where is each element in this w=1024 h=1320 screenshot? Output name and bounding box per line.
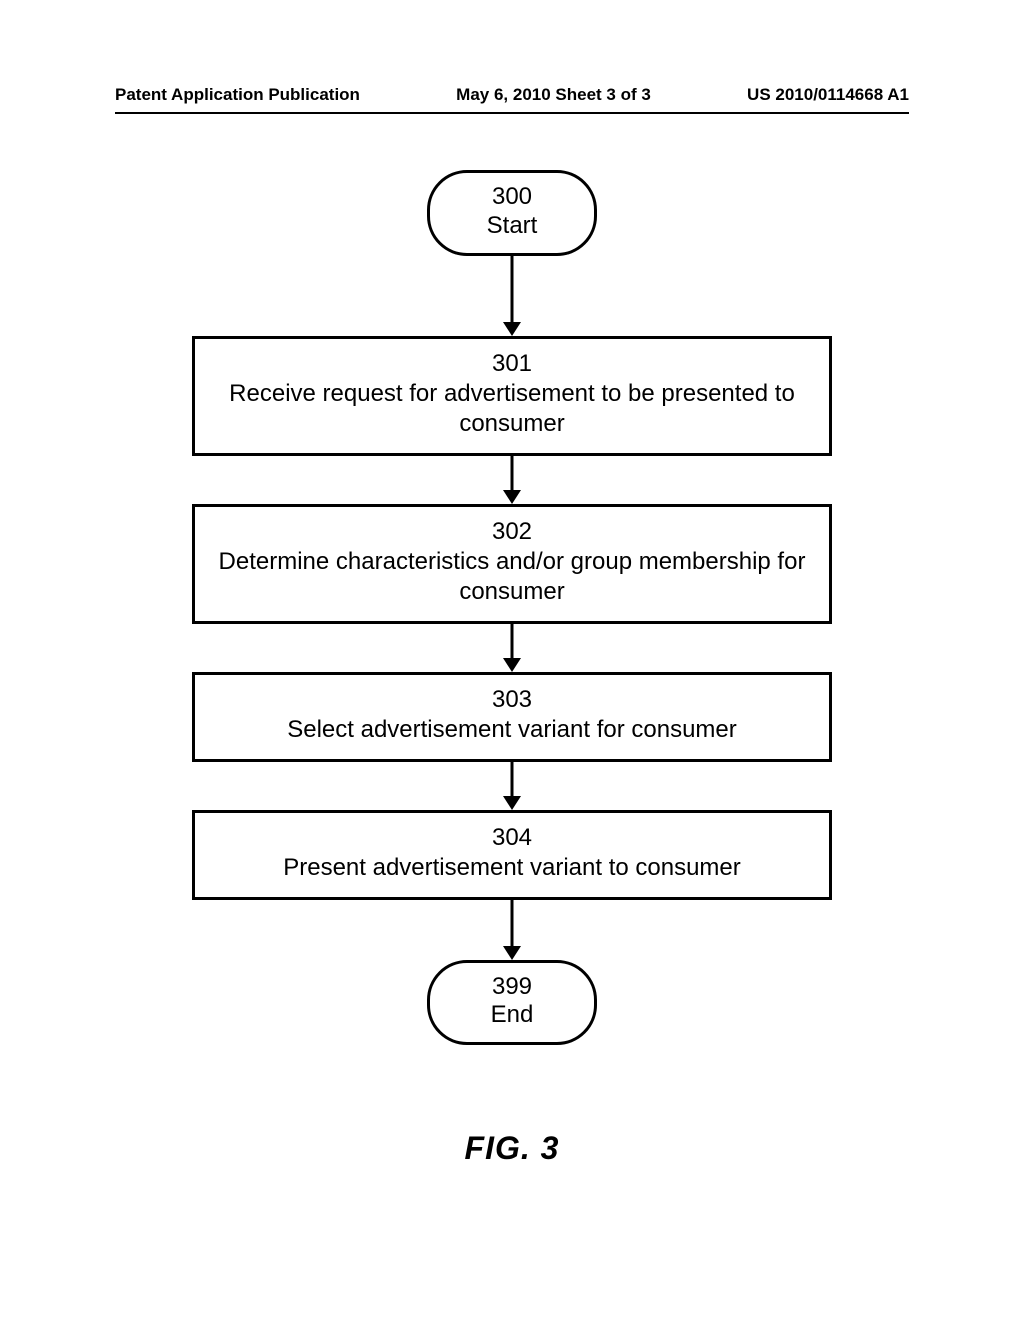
node-number: 300 — [430, 183, 594, 212]
node-number: 303 — [213, 685, 811, 715]
node-399: 399End — [427, 960, 597, 1046]
node-label: Present advertisement variant to consume… — [213, 853, 811, 883]
header-left: Patent Application Publication — [115, 85, 360, 105]
header-right: US 2010/0114668 A1 — [747, 85, 909, 105]
header-center: May 6, 2010 Sheet 3 of 3 — [456, 85, 651, 105]
flow-arrow — [0, 256, 1024, 336]
figure-label: FIG. 3 — [0, 1130, 1024, 1167]
flow-arrow — [0, 456, 1024, 504]
node-label: Receive request for advertisement to be … — [213, 379, 811, 439]
node-number: 399 — [430, 973, 594, 1002]
node-300: 300Start — [427, 170, 597, 256]
node-number: 304 — [213, 823, 811, 853]
flow-arrow — [0, 762, 1024, 810]
flow-arrow — [0, 900, 1024, 960]
page-header: Patent Application Publication May 6, 20… — [115, 85, 909, 105]
node-number: 301 — [213, 349, 811, 379]
node-label: Start — [430, 212, 594, 241]
node-301: 301Receive request for advertisement to … — [192, 336, 832, 456]
flowchart: 300Start 301Receive request for advertise… — [0, 170, 1024, 1045]
header-rule — [115, 112, 909, 114]
node-302: 302Determine characteristics and/or grou… — [192, 504, 832, 624]
node-label: Determine characteristics and/or group m… — [213, 547, 811, 607]
node-304: 304Present advertisement variant to cons… — [192, 810, 832, 900]
node-label: Select advertisement variant for consume… — [213, 715, 811, 745]
node-number: 302 — [213, 517, 811, 547]
page: Patent Application Publication May 6, 20… — [0, 0, 1024, 1320]
flow-arrow — [0, 624, 1024, 672]
node-label: End — [430, 1001, 594, 1030]
node-303: 303Select advertisement variant for cons… — [192, 672, 832, 762]
